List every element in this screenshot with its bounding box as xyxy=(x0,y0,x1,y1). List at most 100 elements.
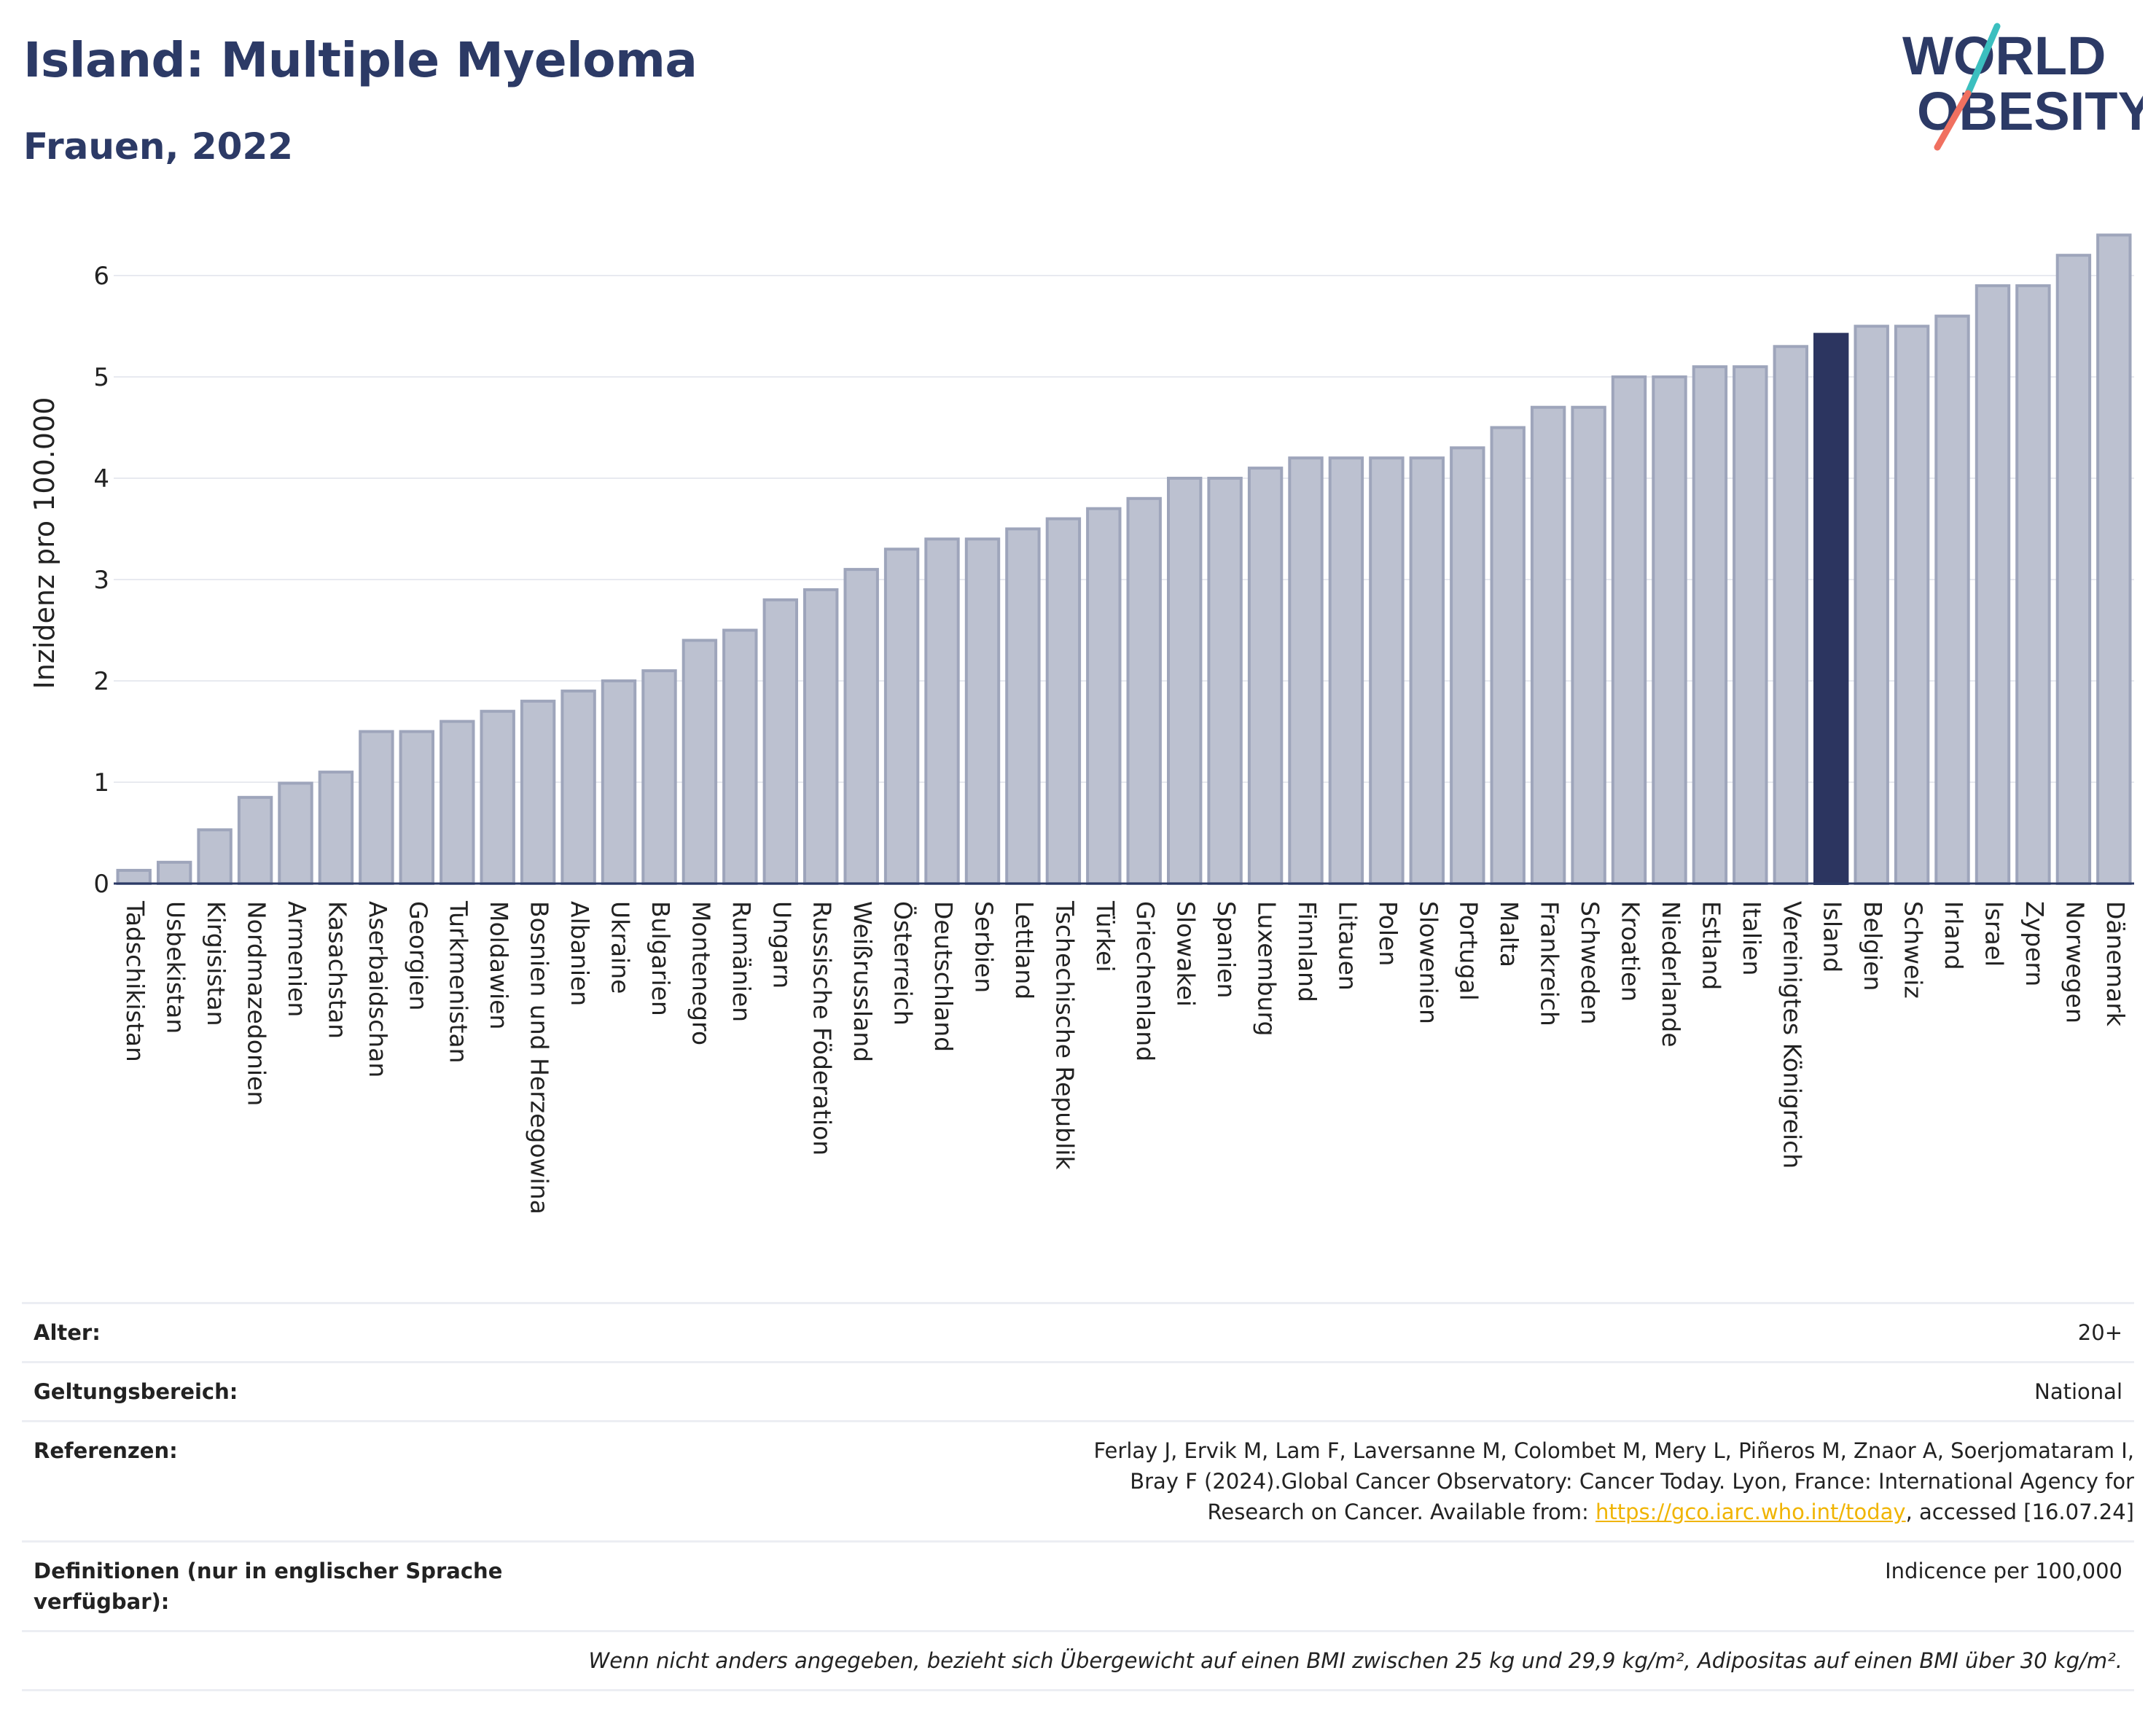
bar-island[interactable] xyxy=(1813,332,1849,886)
bar-schweiz[interactable] xyxy=(1894,324,1930,885)
chart-title: Island: Multiple Myeloma xyxy=(23,32,698,88)
x-tick-label: Russische Föderation xyxy=(808,901,837,1155)
bar-norwegen[interactable] xyxy=(2055,254,2092,885)
bar-kirgisistan[interactable] xyxy=(197,828,233,886)
x-tick-label: Armenien xyxy=(283,901,311,1017)
x-tick-label: Lettland xyxy=(1010,901,1039,999)
x-tick-label: Moldawien xyxy=(485,901,513,1029)
bar-tschechische-republik[interactable] xyxy=(1045,517,1082,885)
bar-dänemark[interactable] xyxy=(2096,233,2132,885)
bar-malta[interactable] xyxy=(1490,426,1526,885)
y-tick-label: 2 xyxy=(93,667,109,696)
x-tick-label: Vereinigtes Königreich xyxy=(1778,901,1806,1169)
references-link[interactable]: https://gco.iarc.who.int/today xyxy=(1595,1500,1906,1524)
references-value: Ferlay J, Ervik M, Lam F, Laversanne M, … xyxy=(555,1420,2134,1542)
bar-polen[interactable] xyxy=(1369,456,1405,885)
x-tick-label: Tadschikistan xyxy=(121,900,149,1062)
bar-lettland[interactable] xyxy=(1005,527,1041,885)
references-label: Referenzen: xyxy=(22,1420,555,1542)
x-tick-label: Tschechische Republik xyxy=(1050,900,1079,1170)
bar-niederlande[interactable] xyxy=(1652,375,1687,885)
bar-ungarn[interactable] xyxy=(762,598,798,885)
x-axis-ticks: Tadschikistan Usbekistan Kirgisistan Nordma… xyxy=(121,900,2130,1214)
x-tick-label: Turkmenistan xyxy=(445,900,473,1064)
age-label: Alter: xyxy=(22,1302,555,1362)
age-value: 20+ xyxy=(555,1302,2134,1362)
bar-estland[interactable] xyxy=(1692,365,1728,886)
bar-weißrussland[interactable] xyxy=(843,568,879,885)
bar-georgien[interactable] xyxy=(399,730,434,885)
bar-türkei[interactable] xyxy=(1086,507,1122,885)
bar-schweden[interactable] xyxy=(1571,405,1606,885)
x-tick-label: Dänemark xyxy=(2101,901,2130,1027)
logo-slash-coral xyxy=(1934,90,1972,151)
x-tick-label: Portugal xyxy=(1455,901,1483,1001)
bar-italien[interactable] xyxy=(1733,365,1768,886)
x-tick-label: Österreich xyxy=(889,901,918,1026)
x-tick-label: Türkei xyxy=(1091,900,1120,972)
bar-rumänien[interactable] xyxy=(722,628,758,885)
bar-kroatien[interactable] xyxy=(1611,375,1647,885)
bar-aserbaidschan[interactable] xyxy=(359,730,394,885)
bar-tadschikistan[interactable] xyxy=(116,868,152,886)
x-tick-label: Litauen xyxy=(1333,901,1362,991)
references-accessed: , accessed [16.07.24] xyxy=(1905,1500,2134,1524)
bar-russische-föderation[interactable] xyxy=(803,588,839,886)
bar-serbien[interactable] xyxy=(964,537,1001,886)
scope-value: National xyxy=(555,1361,2134,1422)
bar-moldawien[interactable] xyxy=(480,709,515,886)
x-tick-label: Irland xyxy=(1940,901,1968,970)
x-tick-label: Kasachstan xyxy=(323,901,351,1039)
bar-frankreich[interactable] xyxy=(1530,405,1566,885)
bar-finnland[interactable] xyxy=(1288,456,1324,885)
bar-usbekistan[interactable] xyxy=(157,860,192,886)
y-tick-label: 5 xyxy=(93,363,109,392)
bar-kasachstan[interactable] xyxy=(318,771,354,885)
bar-albanien[interactable] xyxy=(561,689,596,886)
definitions-label: Definitionen (nur in englischer Sprache … xyxy=(22,1540,555,1631)
x-tick-label: Kirgisistan xyxy=(202,901,230,1026)
bar-turkmenistan[interactable] xyxy=(440,720,475,885)
x-tick-label: Ukraine xyxy=(606,901,635,994)
x-tick-label: Schweden xyxy=(1576,901,1604,1024)
bar-chart: 0 1 2 3 4 5 6 Tadschikistan Usbekistan Kirgisist… xyxy=(28,233,2134,1214)
bar-zypern[interactable] xyxy=(2015,284,2051,885)
y-tick-label: 1 xyxy=(93,768,109,798)
world-obesity-logo: WORLD OBESITY xyxy=(1902,23,2143,151)
bar-bosnien-und-herzegowina[interactable] xyxy=(520,699,556,885)
y-axis-label: Inzidenz pro 100.000 xyxy=(28,397,60,690)
x-tick-label: Frankreich xyxy=(1536,901,1564,1026)
references-text: Ferlay J, Ervik M, Lam F, Laversanne M, … xyxy=(1093,1438,2134,1524)
meta-row-age: Alter: 20+ xyxy=(22,1302,2134,1362)
x-tick-label: Albanien xyxy=(566,901,594,1006)
x-tick-label: Bulgarien xyxy=(647,901,675,1016)
metadata-table: Alter: 20+ Geltungsbereich: National Ref… xyxy=(22,1302,2134,1691)
y-tick-label: 4 xyxy=(93,464,109,494)
bar-nordmazedonien[interactable] xyxy=(237,795,273,885)
bar-belgien[interactable] xyxy=(1854,324,1889,885)
bar-luxemburg[interactable] xyxy=(1247,467,1284,885)
y-tick-label: 0 xyxy=(93,870,109,899)
bar-irland[interactable] xyxy=(1934,314,1970,886)
logo-slash-teal xyxy=(1964,23,2001,97)
bar-armenien[interactable] xyxy=(278,781,313,886)
bar-österreich[interactable] xyxy=(883,547,920,885)
x-tick-label: Norwegen xyxy=(2061,901,2089,1024)
bar-slowakei[interactable] xyxy=(1167,477,1203,885)
bar-israel[interactable] xyxy=(1975,284,2011,885)
bar-ukraine[interactable] xyxy=(601,679,637,885)
x-tick-label: Niederlande xyxy=(1657,901,1685,1048)
x-tick-label: Usbekistan xyxy=(162,901,190,1034)
bar-bulgarien[interactable] xyxy=(641,669,677,885)
meta-row-definitions: Definitionen (nur in englischer Sprache … xyxy=(22,1540,2134,1631)
bar-deutschland[interactable] xyxy=(924,537,960,886)
x-tick-label: Finnland xyxy=(1293,901,1321,1002)
bar-vereinigtes-königreich[interactable] xyxy=(1773,345,1809,885)
x-tick-label: Nordmazedonien xyxy=(243,901,271,1106)
bar-griechenland[interactable] xyxy=(1126,496,1162,885)
bar-montenegro[interactable] xyxy=(681,639,718,886)
bar-slowenien[interactable] xyxy=(1409,456,1445,885)
bar-portugal[interactable] xyxy=(1450,446,1485,885)
bar-litauen[interactable] xyxy=(1328,456,1364,885)
bar-spanien[interactable] xyxy=(1207,477,1243,885)
